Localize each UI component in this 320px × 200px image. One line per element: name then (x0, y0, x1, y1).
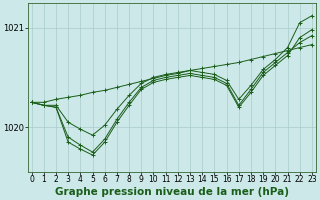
X-axis label: Graphe pression niveau de la mer (hPa): Graphe pression niveau de la mer (hPa) (55, 187, 289, 197)
